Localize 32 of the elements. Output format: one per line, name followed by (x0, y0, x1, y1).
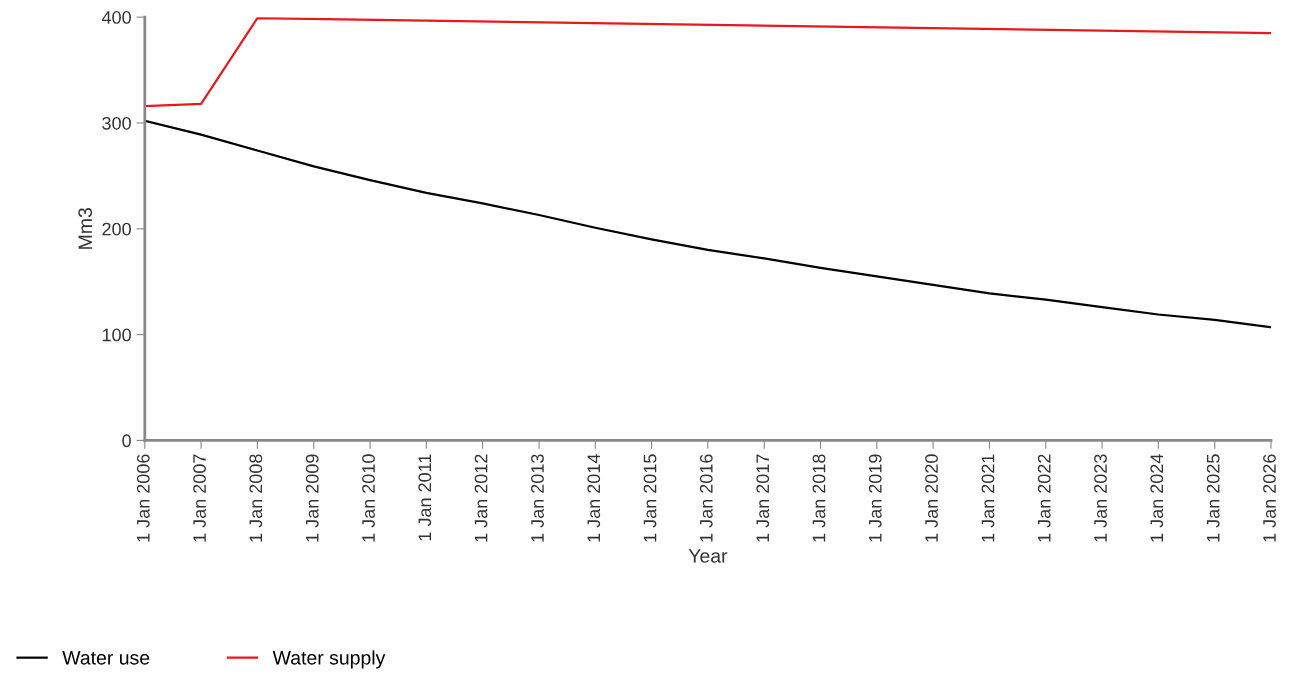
legend-label: Water use (62, 651, 150, 665)
x-tick-label: 1 Jan 2022 (1037, 454, 1051, 542)
x-tick-label: 1 Jan 2014 (587, 454, 601, 542)
x-tick-label: 1 Jan 2016 (699, 454, 713, 542)
x-tick-label: 1 Jan 2006 (136, 454, 150, 542)
x-tick-label: 1 Jan 2021 (981, 454, 995, 542)
x-tick-label: 1 Jan 2010 (362, 454, 375, 542)
x-tick-label: 1 Jan 2013 (531, 454, 544, 542)
x-tick-label: 1 Jan 2024 (1150, 454, 1164, 542)
y-tick-label: 100 (102, 328, 131, 342)
y-tick-label: 400 (101, 11, 131, 24)
x-tick-label: 1 Jan 2008 (249, 454, 263, 542)
x-tick-label: 1 Jan 2009 (305, 454, 319, 542)
x-axis-title: Year (688, 549, 728, 563)
x-tick-label: 1 Jan 2015 (643, 454, 657, 542)
x-tick-label: 1 Jan 2007 (193, 454, 206, 542)
x-tick-label: 1 Jan 2023 (1094, 454, 1107, 542)
line-series (144, 119, 1272, 329)
x-tick-label: 1 Jan 2020 (925, 454, 938, 542)
x-tick-label: 1 Jan 2017 (756, 454, 770, 542)
y-tick-label: 300 (102, 116, 131, 130)
y-tick-label: 0 (122, 434, 131, 448)
x-tick-label: 1 Jan 2018 (812, 454, 826, 542)
x-tick-label: 1 Jan 2019 (868, 454, 882, 542)
x-tick-label: 1 Jan 2025 (1206, 454, 1220, 542)
line-series (144, 17, 1272, 108)
y-axis-title: Mm3 (78, 208, 93, 249)
x-tick-label: 1 Jan 2026 (1263, 454, 1276, 542)
y-tick-label: 200 (102, 222, 131, 236)
x-tick-label: 1 Jan 2012 (474, 454, 488, 542)
legend-label: Water supply (272, 650, 386, 669)
x-tick-label: 1 Jan 2011 (418, 454, 432, 541)
